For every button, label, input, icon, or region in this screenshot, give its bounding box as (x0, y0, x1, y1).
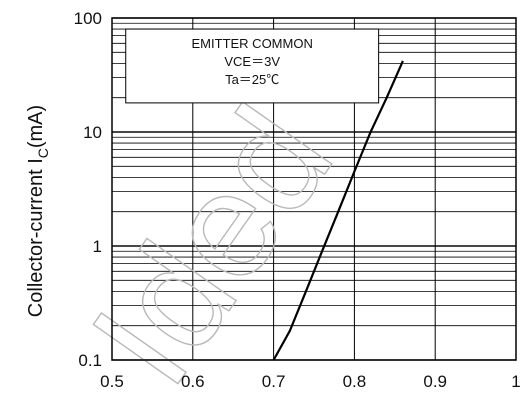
x-tick-label: 0.5 (100, 372, 124, 391)
x-tick-label: 0.7 (262, 372, 286, 391)
y-tick-label: 10 (83, 123, 102, 142)
annotation-line: Ta＝25℃ (225, 72, 279, 87)
x-tick-label: 0.8 (343, 372, 367, 391)
y-axis-label-sub: C (35, 148, 51, 158)
tick-labels: 0.5 0.6 0.7 0.8 0.9 1 0.1 1 10 100 (74, 9, 521, 391)
x-tick-label: 0.9 (423, 372, 447, 391)
plot-border (111, 17, 517, 361)
x-tick-label: 0.6 (181, 372, 205, 391)
y-axis-label-unit: (mA) (25, 105, 47, 148)
y-axis-label-main: Collector-current I (25, 158, 47, 317)
x-tick-label: 1 (511, 372, 520, 391)
annotation-line: EMITTER COMMON (192, 36, 313, 51)
plot-frame (111, 17, 517, 361)
y-tick-label: 1 (93, 237, 102, 256)
annotation-box-bg (125, 28, 380, 104)
annotation-box: EMITTER COMMON VCE＝3V Ta＝25℃ (125, 28, 380, 104)
y-axis-label: Collector-current IC(mA) (25, 105, 51, 317)
watermark: Ided (58, 77, 364, 405)
y-tick-label: 0.1 (78, 351, 102, 370)
annotation-line: VCE＝3V (224, 54, 280, 69)
y-tick-label: 100 (74, 9, 102, 28)
watermark-text: Ided (59, 78, 364, 405)
